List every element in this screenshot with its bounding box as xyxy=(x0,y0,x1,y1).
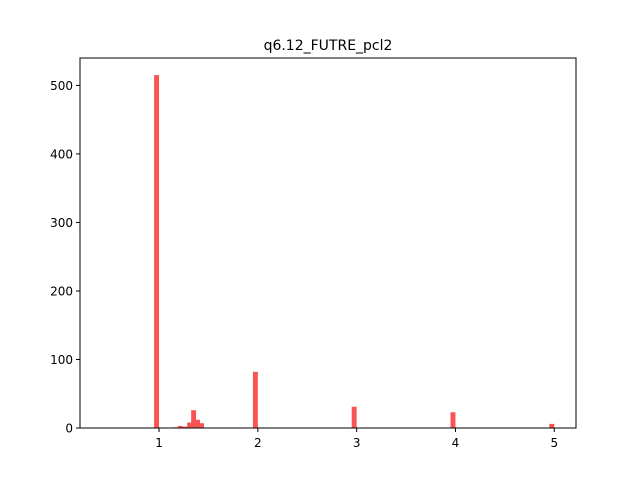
y-tick-label-1: 100 xyxy=(50,353,73,367)
x-tick-label-2: 3 xyxy=(353,436,361,450)
y-tick-label-3: 300 xyxy=(50,216,73,230)
axes-layer: 1 2 3 4 5 0 100 200 300 400 500 xyxy=(50,79,558,450)
histogram-bar-0 xyxy=(154,75,160,428)
bars-layer xyxy=(154,75,555,428)
x-tick-label-1: 2 xyxy=(254,436,262,450)
histogram-bar-2 xyxy=(177,425,183,428)
histogram-bar-11 xyxy=(549,423,555,428)
histogram-bar-9 xyxy=(351,406,357,428)
x-tick-label-0: 1 xyxy=(155,436,163,450)
plot-frame xyxy=(79,57,577,429)
y-tick-label-5: 500 xyxy=(50,79,73,93)
chart-title: q6.12_FUTRE_pcl2 xyxy=(264,38,393,54)
y-tick-label-4: 400 xyxy=(50,147,73,161)
histogram-bar-5 xyxy=(191,410,197,428)
histogram-bar-8 xyxy=(252,371,258,428)
histogram-bar-3 xyxy=(182,426,188,428)
x-tick-label-4: 5 xyxy=(550,436,558,450)
x-tick-label-3: 4 xyxy=(452,436,460,450)
histogram-bar-7 xyxy=(199,423,204,428)
y-tick-label-2: 200 xyxy=(50,284,73,298)
histogram-bar-10 xyxy=(450,412,456,428)
y-tick-label-0: 0 xyxy=(65,422,73,436)
histogram-bar-6 xyxy=(195,419,201,428)
histogram-bar-4 xyxy=(187,422,193,428)
